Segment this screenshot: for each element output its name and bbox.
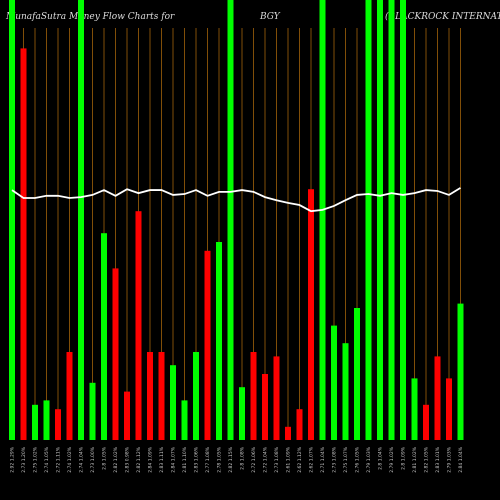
money-flow-line bbox=[11, 187, 461, 213]
bar bbox=[285, 426, 291, 440]
bar bbox=[55, 409, 61, 440]
bar bbox=[147, 352, 153, 440]
x-tick-label: 2.72 1.11% bbox=[56, 446, 62, 472]
x-tick-label: 2.74 1.02% bbox=[67, 446, 73, 472]
x-tick-label: 2.73 1.00% bbox=[90, 446, 96, 472]
bar bbox=[78, 0, 84, 440]
x-tick-label: 2.83 1.01% bbox=[435, 446, 441, 472]
bar bbox=[124, 391, 130, 440]
symbol: BGY bbox=[259, 12, 281, 22]
bar bbox=[32, 404, 38, 440]
bar bbox=[377, 0, 383, 440]
x-tick-label: 2.84 1.04% bbox=[458, 446, 464, 472]
bar bbox=[319, 0, 326, 440]
x-tick-label: 2.73 1.08% bbox=[332, 446, 338, 472]
bar bbox=[43, 400, 50, 440]
x-tick-label: 2.83 0.98% bbox=[125, 446, 131, 472]
bar bbox=[216, 242, 222, 440]
bar bbox=[20, 48, 27, 441]
x-tick-label: 2.8 1.04% bbox=[378, 446, 384, 470]
bar bbox=[457, 303, 464, 440]
x-tick-label: 2.73 1.20% bbox=[21, 446, 27, 472]
x-tick-label: 2.82 1.12% bbox=[136, 446, 142, 472]
company: (BLACKROCK INTERNATIONAL bbox=[385, 11, 500, 22]
bar bbox=[158, 352, 165, 440]
bar bbox=[342, 343, 349, 440]
x-tick-label: 2.77 1.08% bbox=[205, 446, 211, 472]
x-tick-label: 2.83 1.11% bbox=[159, 446, 165, 472]
bar bbox=[262, 374, 268, 440]
chart-title: MunafaSutra Money Flow Charts for bbox=[5, 12, 175, 22]
bar bbox=[112, 268, 119, 440]
x-tick-label: 2.76 1.05% bbox=[355, 446, 361, 472]
bar bbox=[135, 211, 142, 440]
x-tick-label: 2.8 1.09% bbox=[401, 446, 407, 470]
x-tick-label: 2.74 1.05% bbox=[44, 446, 50, 472]
x-tick-label: 2.8 1.08% bbox=[240, 446, 246, 470]
bar bbox=[400, 0, 406, 440]
x-tick-label: 2.92 1.29% bbox=[10, 446, 16, 472]
bar bbox=[204, 250, 211, 440]
x-tick-label: 2.61 1.09% bbox=[286, 446, 292, 472]
x-tick-label: 2.73 1.08% bbox=[274, 446, 280, 472]
x-tick-label: 2.74 1.04% bbox=[79, 446, 85, 472]
x-tick-label: 2.62 1.07% bbox=[309, 446, 315, 472]
bar bbox=[193, 352, 199, 440]
bar bbox=[181, 400, 188, 440]
bar bbox=[411, 378, 418, 440]
x-tick-label: 2.83 1.06% bbox=[194, 446, 200, 472]
bar bbox=[66, 352, 73, 440]
bar bbox=[354, 308, 360, 440]
x-tick-label: 2.72 1.06% bbox=[251, 446, 257, 472]
bar bbox=[101, 233, 107, 440]
bar bbox=[239, 387, 245, 440]
x-tick-label: 2.72 1.04% bbox=[263, 446, 269, 472]
bar bbox=[423, 404, 429, 440]
bar bbox=[331, 325, 337, 440]
bar bbox=[227, 0, 234, 440]
x-tick-label: 2.75 1.02% bbox=[33, 446, 39, 472]
bar bbox=[365, 0, 372, 440]
bar bbox=[170, 365, 176, 440]
x-tick-label: 2.84 1.09% bbox=[148, 446, 154, 472]
bar bbox=[388, 0, 395, 440]
x-tick-label: 2.78 1.05% bbox=[217, 446, 223, 472]
bar bbox=[434, 356, 441, 440]
x-tick-label: 2.79 1.03% bbox=[366, 446, 372, 472]
bar bbox=[308, 189, 314, 440]
x-tick-label: 2.75 1.07% bbox=[343, 446, 349, 472]
x-tick-label: 2.82 1.15% bbox=[228, 446, 234, 472]
bar bbox=[273, 356, 280, 440]
x-tick-label: 2.82 1.02% bbox=[113, 446, 119, 472]
x-tick-label: 2.62 1.12% bbox=[297, 446, 303, 472]
x-tick-label: 2.8 1.05% bbox=[102, 446, 108, 470]
x-tick-label: 2.79 1.03% bbox=[447, 446, 453, 472]
bar bbox=[9, 0, 15, 440]
x-tick-label: 2.81 1.10% bbox=[182, 446, 188, 472]
bar bbox=[296, 409, 303, 440]
x-tick-label: 2.82 1.05% bbox=[424, 446, 430, 472]
bar bbox=[446, 378, 452, 440]
x-tick-label: 2.79 1.02% bbox=[389, 446, 395, 472]
x-tick-label: 2.81 1.02% bbox=[412, 446, 418, 472]
bar bbox=[250, 352, 257, 440]
x-tick-label: 2.71 1.04% bbox=[320, 446, 326, 472]
x-tick-label: 2.84 1.07% bbox=[171, 446, 177, 472]
bar bbox=[89, 382, 96, 440]
